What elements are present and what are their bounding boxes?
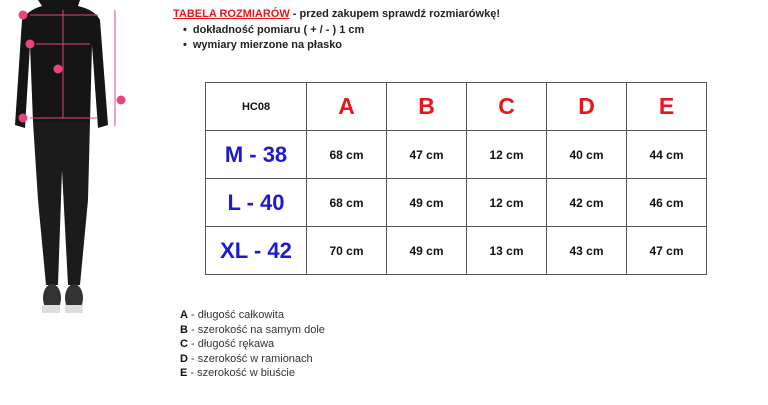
legend-item: A - długość całkowita <box>180 309 284 321</box>
table-header-row: HC08 A B C D E <box>205 82 707 131</box>
legend-item: B - szerokość na samym dole <box>180 323 325 336</box>
header: TABELA ROZMIARÓW - przed zakupem sprawdź… <box>173 8 500 53</box>
product-code: HC08 <box>205 82 307 131</box>
column-header: E <box>626 82 707 131</box>
table-cell: 13 cm <box>466 226 547 275</box>
note-item: dokładność pomiaru ( + / - ) 1 cm <box>183 23 500 38</box>
table-row: M - 38 68 cm 47 cm 12 cm 40 cm 44 cm <box>205 130 707 179</box>
marker-d <box>18 10 28 20</box>
notes-list: dokładność pomiaru ( + / - ) 1 cm wymiar… <box>173 23 500 53</box>
column-header: C <box>466 82 547 131</box>
column-header: D <box>546 82 627 131</box>
size-label: L - 40 <box>205 178 307 227</box>
table-cell: 49 cm <box>386 178 467 227</box>
table-cell: 44 cm <box>626 130 707 179</box>
table-cell: 47 cm <box>386 130 467 179</box>
size-label: M - 38 <box>205 130 307 179</box>
table-row: XL - 42 70 cm 49 cm 13 cm 43 cm 47 cm <box>205 226 707 275</box>
table-cell: 43 cm <box>546 226 627 275</box>
table-cell: 70 cm <box>306 226 387 275</box>
table-cell: 47 cm <box>626 226 707 275</box>
marker-c <box>116 95 126 105</box>
table-cell: 42 cm <box>546 178 627 227</box>
table-row: L - 40 68 cm 49 cm 12 cm 42 cm 46 cm <box>205 178 707 227</box>
note-item: wymiary mierzone na płasko <box>183 38 500 53</box>
legend-item: C - długość rękawa <box>180 338 275 350</box>
size-table: HC08 A B C D E M - 38 68 cm 47 cm 12 cm … <box>205 82 707 275</box>
header-subtitle: - przed zakupem sprawdź rozmiarówkę! <box>289 8 500 20</box>
size-table-title: TABELA ROZMIARÓW <box>173 8 290 20</box>
legend-item: D - szerokość w ramionach <box>180 352 313 365</box>
marker-a <box>53 64 63 74</box>
table-cell: 68 cm <box>306 178 387 227</box>
column-header: B <box>386 82 467 131</box>
measurement-markers <box>18 10 126 123</box>
measurement-legend: A - długość całkowita B - szerokość na s… <box>180 308 325 381</box>
column-header: A <box>306 82 387 131</box>
legend-item: E - szerokość w biuście <box>180 367 295 379</box>
marker-e <box>25 39 35 49</box>
table-cell: 49 cm <box>386 226 467 275</box>
size-label: XL - 42 <box>205 226 307 275</box>
marker-b <box>18 113 28 123</box>
model-measurement-figure <box>15 0 126 313</box>
table-cell: 68 cm <box>306 130 387 179</box>
table-cell: 12 cm <box>466 130 547 179</box>
table-cell: 40 cm <box>546 130 627 179</box>
table-cell: 46 cm <box>626 178 707 227</box>
table-cell: 12 cm <box>466 178 547 227</box>
